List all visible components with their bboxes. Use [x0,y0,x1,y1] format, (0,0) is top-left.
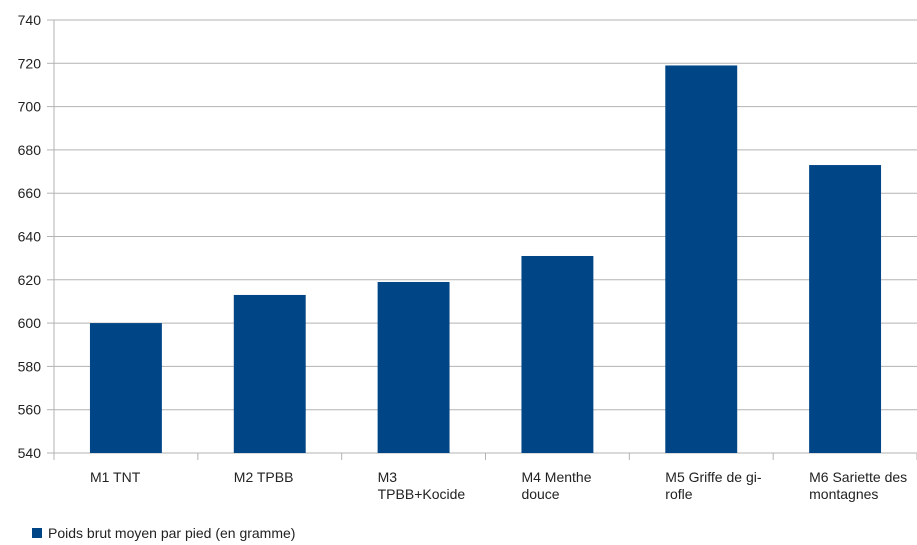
x-tick-label: M4 Menthe douce [521,469,591,502]
y-tick-label: 740 [18,12,42,28]
y-axis-ticks: 540 560 580 600 620 640 660 680 700 720 740 [18,12,54,461]
legend-swatch [32,528,42,538]
x-axis [197,453,917,460]
y-tick-label: 600 [18,315,42,331]
gridlines [53,19,917,460]
y-tick-label: 680 [18,142,42,158]
y-tick-label: 720 [18,55,42,71]
bar [809,165,882,453]
legend: Poids brut moyen par pied (en gramme) [32,525,295,541]
y-tick-label: 660 [18,185,42,201]
y-tick-label: 640 [18,229,42,245]
x-tick-label: M2 TPBB [234,469,294,485]
bar [377,281,450,453]
bar [233,294,306,453]
bar [521,255,594,453]
x-tick-label: M1 TNT [90,469,141,485]
y-tick-label: 580 [18,358,42,374]
bars [89,65,882,453]
y-tick-label: 700 [18,99,42,115]
x-tick-label: M5 Griffe de gi-rofle [665,469,762,502]
y-tick-label: 620 [18,272,42,288]
legend-label: Poids brut moyen par pied (en gramme) [48,525,296,541]
bar [665,65,738,453]
bar [89,323,162,453]
y-tick-label: 540 [18,445,42,461]
x-axis-labels: M1 TNT M2 TPBB M3 TPBB+Kocide M4 Menthe douce… [90,469,907,502]
x-tick-label: M6 Sariette des montagnes [809,469,907,502]
x-tick-label: M3 TPBB+Kocide [378,469,466,502]
y-tick-label: 560 [18,402,42,418]
